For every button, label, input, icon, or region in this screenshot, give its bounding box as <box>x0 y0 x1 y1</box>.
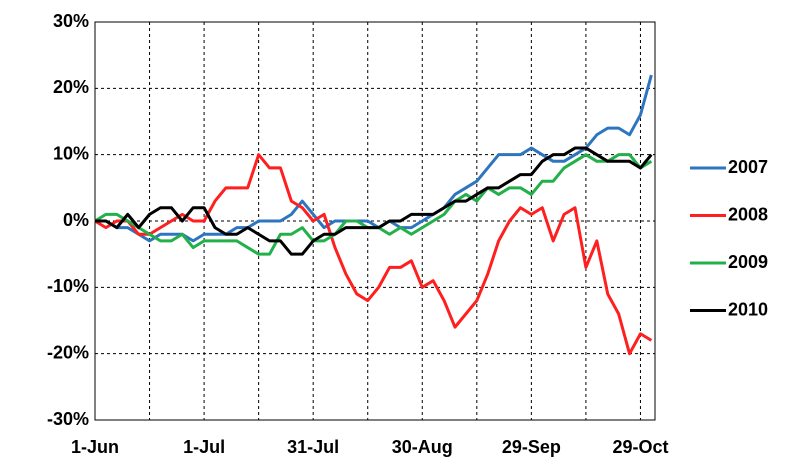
y-tick-label: 10% <box>53 143 89 163</box>
y-tick-label: -20% <box>47 342 89 362</box>
x-tick-label: 1-Jul <box>183 437 225 457</box>
x-tick-label: 29-Sep <box>502 437 561 457</box>
x-tick-label: 29-Oct <box>612 437 668 457</box>
series-line <box>95 74 653 243</box>
series-line <box>94 153 653 256</box>
legend-label: 2009 <box>728 252 768 272</box>
legend-label: 2010 <box>728 299 768 319</box>
y-tick-label: 20% <box>53 77 89 97</box>
y-tick-label: 30% <box>53 11 89 31</box>
legend-label: 2008 <box>728 204 768 224</box>
y-tick-label: -10% <box>47 276 89 296</box>
series-line <box>94 153 653 356</box>
y-tick-label: -30% <box>47 409 89 429</box>
x-tick-label: 30-Aug <box>392 437 453 457</box>
y-tick-label: 0% <box>63 210 89 230</box>
x-tick-label: 31-Jul <box>287 437 339 457</box>
series-line <box>95 146 653 256</box>
x-tick-label: 1-Jun <box>71 437 119 457</box>
legend-label: 2007 <box>728 157 768 177</box>
